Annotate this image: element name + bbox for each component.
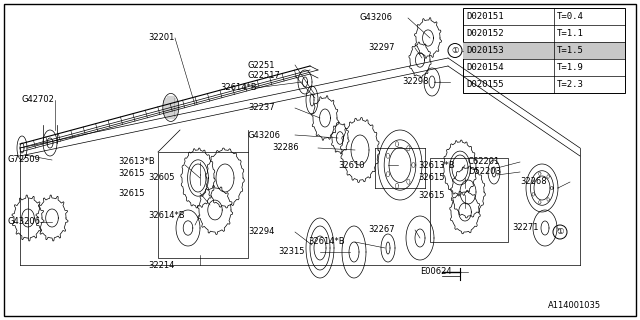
Text: 32297: 32297 (368, 44, 394, 52)
Text: D020154: D020154 (466, 63, 504, 72)
Text: 32614*B: 32614*B (220, 84, 257, 92)
Bar (158, 152, 248, 258)
Bar (463, 42, 625, 59)
Text: ①: ① (451, 46, 459, 55)
Text: G72509: G72509 (8, 156, 41, 164)
Text: 32615: 32615 (118, 170, 145, 179)
Bar (463, 8, 625, 93)
Text: D020153: D020153 (466, 46, 504, 55)
Text: 32615: 32615 (118, 188, 145, 197)
Text: T=1.9: T=1.9 (557, 63, 584, 72)
Text: D020151: D020151 (466, 12, 504, 21)
Text: 32237: 32237 (248, 103, 275, 113)
Text: 32614*B: 32614*B (308, 237, 344, 246)
Text: T=1.1: T=1.1 (557, 29, 584, 38)
Text: 32201: 32201 (148, 34, 174, 43)
Text: 32271: 32271 (512, 223, 538, 233)
Text: 32294: 32294 (248, 228, 275, 236)
Text: G22517: G22517 (248, 71, 281, 81)
Text: G43206: G43206 (8, 218, 41, 227)
Text: A114001035: A114001035 (548, 300, 601, 309)
Bar (430, 158, 508, 242)
Text: G43206: G43206 (248, 131, 281, 140)
Text: 32614*B: 32614*B (148, 211, 184, 220)
Text: 32610: 32610 (338, 161, 365, 170)
Text: ①: ① (556, 228, 564, 236)
Text: G2251: G2251 (248, 60, 275, 69)
Text: D52203: D52203 (468, 167, 501, 177)
Text: E00624: E00624 (420, 268, 452, 276)
Text: 32214: 32214 (148, 260, 174, 269)
Text: 32615: 32615 (418, 173, 445, 182)
Text: G42702: G42702 (22, 95, 55, 105)
Text: 32267: 32267 (368, 226, 395, 235)
Text: G43206: G43206 (360, 13, 393, 22)
Text: T=0.4: T=0.4 (557, 12, 584, 21)
Text: 32613*B: 32613*B (118, 157, 155, 166)
Text: 32315: 32315 (278, 247, 305, 257)
Text: T=1.5: T=1.5 (557, 46, 584, 55)
Text: T=2.3: T=2.3 (557, 80, 584, 89)
Text: D020155: D020155 (466, 80, 504, 89)
Text: D020152: D020152 (466, 29, 504, 38)
Text: 32298: 32298 (402, 77, 429, 86)
Text: 32613*B: 32613*B (418, 161, 455, 170)
Text: 32286: 32286 (272, 143, 299, 153)
Text: 32268: 32268 (520, 178, 547, 187)
Text: C62201: C62201 (468, 157, 500, 166)
Text: 32605: 32605 (148, 173, 175, 182)
Text: 32615: 32615 (418, 190, 445, 199)
